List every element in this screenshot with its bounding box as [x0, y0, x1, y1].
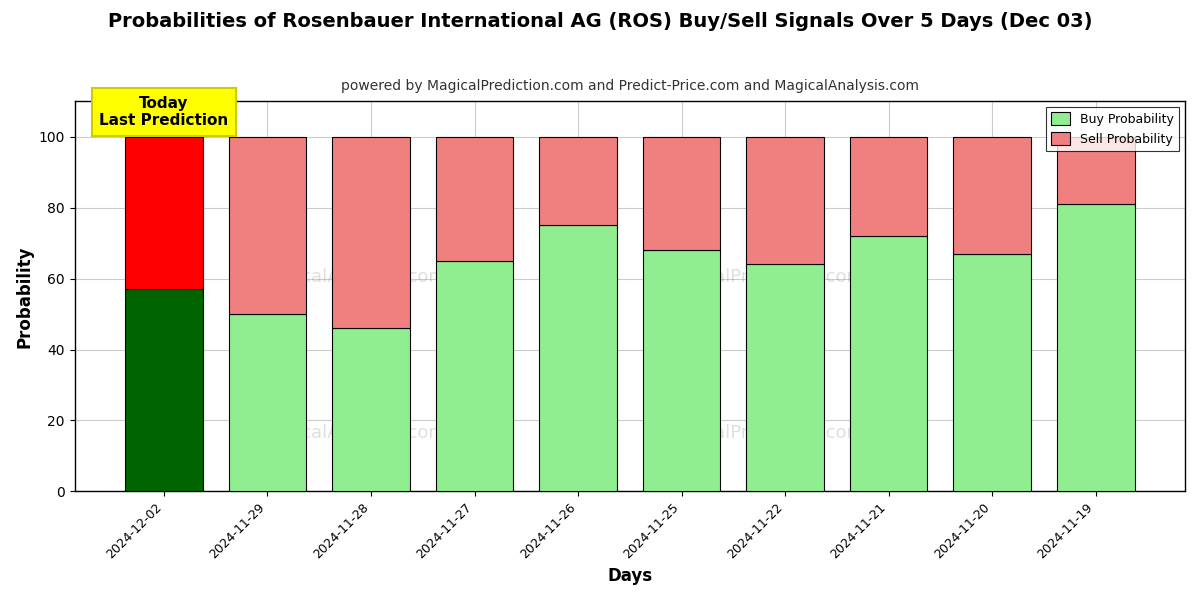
Bar: [746, 265, 824, 491]
Bar: [850, 137, 928, 236]
Bar: [229, 137, 306, 314]
Bar: [643, 137, 720, 250]
Bar: [1057, 204, 1134, 491]
Bar: [953, 254, 1031, 491]
Bar: [332, 137, 410, 328]
Bar: [229, 314, 306, 491]
Bar: [332, 328, 410, 491]
Text: Today
Last Prediction: Today Last Prediction: [100, 95, 228, 128]
Bar: [953, 137, 1031, 254]
Bar: [850, 236, 928, 491]
Bar: [1057, 137, 1134, 204]
Text: MagicalPrediction.com: MagicalPrediction.com: [661, 424, 864, 442]
Bar: [125, 289, 203, 491]
Text: Probabilities of Rosenbauer International AG (ROS) Buy/Sell Signals Over 5 Days : Probabilities of Rosenbauer Internationa…: [108, 12, 1092, 31]
Text: MagicalAnalysis.com: MagicalAnalysis.com: [258, 424, 446, 442]
Bar: [539, 137, 617, 226]
Bar: [436, 261, 514, 491]
Bar: [746, 137, 824, 265]
Legend: Buy Probability, Sell Probability: Buy Probability, Sell Probability: [1046, 107, 1178, 151]
Bar: [125, 137, 203, 289]
Text: MagicalAnalysis.com: MagicalAnalysis.com: [258, 268, 446, 286]
Bar: [436, 137, 514, 261]
Y-axis label: Probability: Probability: [16, 245, 34, 347]
Bar: [539, 226, 617, 491]
Bar: [643, 250, 720, 491]
X-axis label: Days: Days: [607, 567, 653, 585]
Text: MagicalPrediction.com: MagicalPrediction.com: [661, 268, 864, 286]
Title: powered by MagicalPrediction.com and Predict-Price.com and MagicalAnalysis.com: powered by MagicalPrediction.com and Pre…: [341, 79, 919, 93]
